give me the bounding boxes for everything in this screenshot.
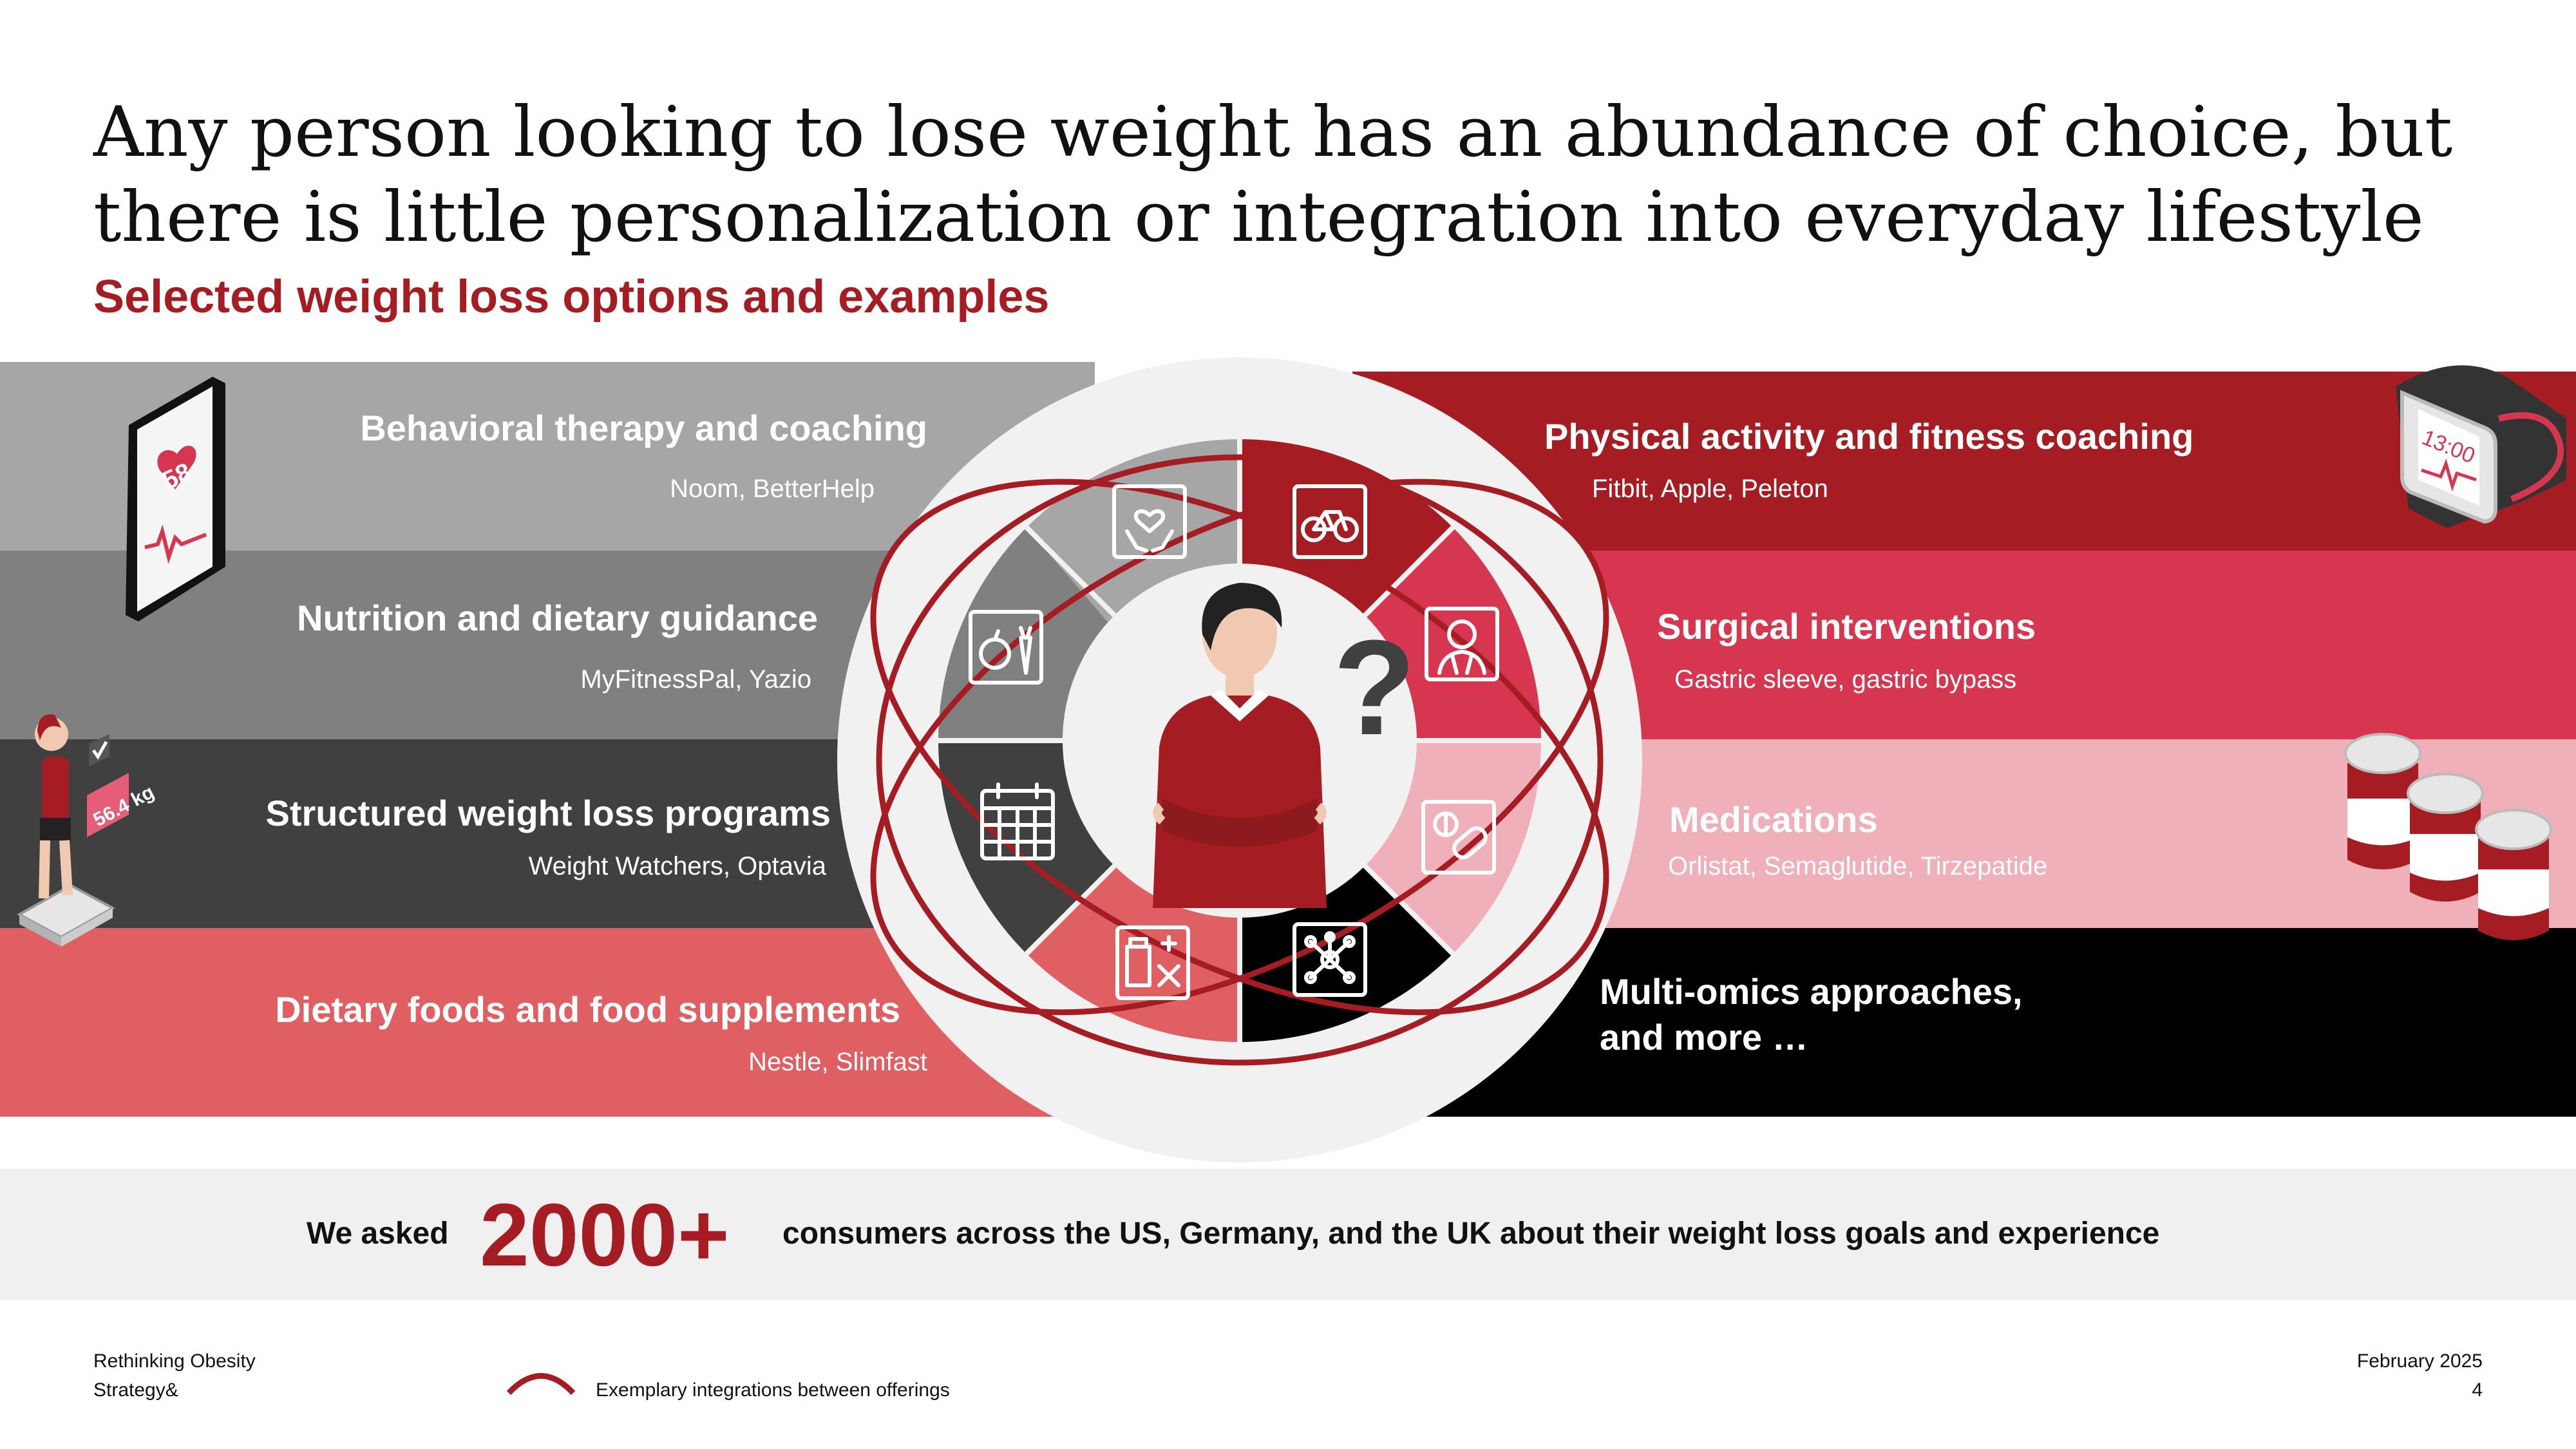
option-title-multiomics-line1: Multi-omics approaches,	[1600, 971, 2023, 1012]
option-examples-fitness: Fitbit, Apple, Peleton	[1592, 475, 1828, 503]
pill-bottles-illustration	[2344, 733, 2552, 940]
watch-illustration	[2396, 365, 2566, 528]
option-title-multiomics-line2: and more …	[1600, 1017, 1808, 1057]
footer-doc-title: Rethinking Obesity	[93, 1350, 256, 1372]
option-examples-programs: Weight Watchers, Optavia	[528, 852, 826, 880]
option-examples-medications: Orlistat, Semaglutide, Tirzepatide	[1668, 852, 2048, 880]
integration-arcs	[870, 454, 1609, 1066]
option-examples-supplements: Nestle, Slimfast	[748, 1048, 927, 1076]
option-title-supplements: Dietary foods and food supplements	[275, 989, 900, 1030]
option-title-fitness: Physical activity and fitness coaching	[1544, 416, 2194, 457]
molecule-network-icon	[1293, 922, 1367, 997]
option-title-surgical: Surgical interventions	[1657, 606, 2036, 647]
option-examples-behavioral: Noom, BetterHelp	[670, 475, 875, 503]
option-examples-nutrition: MyFitnessPal, Yazio	[580, 665, 811, 694]
page-title: Any person looking to lose weight has an…	[93, 92, 2453, 258]
footer-company: Strategy&	[93, 1379, 178, 1401]
surgeon-icon	[1425, 607, 1499, 681]
footer-page-number: 4	[2472, 1379, 2483, 1401]
apple-carrot-icon	[969, 610, 1043, 685]
pills-icon	[1421, 800, 1496, 875]
footer-legend-label: Exemplary integrations between offerings	[596, 1379, 950, 1401]
legend-arc-icon	[506, 1373, 576, 1396]
scale-woman-illustration	[16, 714, 129, 947]
phone-illustration	[126, 377, 225, 621]
hands-heart-icon	[1112, 484, 1187, 559]
option-examples-surgical: Gastric sleeve, gastric bypass	[1674, 665, 2017, 694]
survey-banner: We asked 2000+ consumers across the US, …	[0, 1169, 2576, 1300]
option-title-nutrition: Nutrition and dietary guidance	[297, 598, 818, 638]
person-illustration: ?	[1153, 583, 1416, 908]
option-title-medications: Medications	[1669, 799, 1878, 840]
page-subtitle: Selected weight loss options and example…	[93, 271, 1050, 323]
question-mark-icon: ?	[1333, 612, 1416, 763]
supplements-icon	[1115, 925, 1190, 1000]
banner-prefix: We asked	[307, 1217, 449, 1251]
option-title-programs: Structured weight loss programs	[265, 793, 831, 833]
banner-suffix: consumers across the US, Germany, and th…	[782, 1217, 2160, 1251]
bicycle-icon	[1293, 484, 1367, 559]
calendar-icon	[980, 782, 1055, 860]
option-title-behavioral: Behavioral therapy and coaching	[360, 408, 927, 448]
banner-number: 2000+	[480, 1186, 730, 1285]
footer-date: February 2025	[2356, 1350, 2483, 1372]
